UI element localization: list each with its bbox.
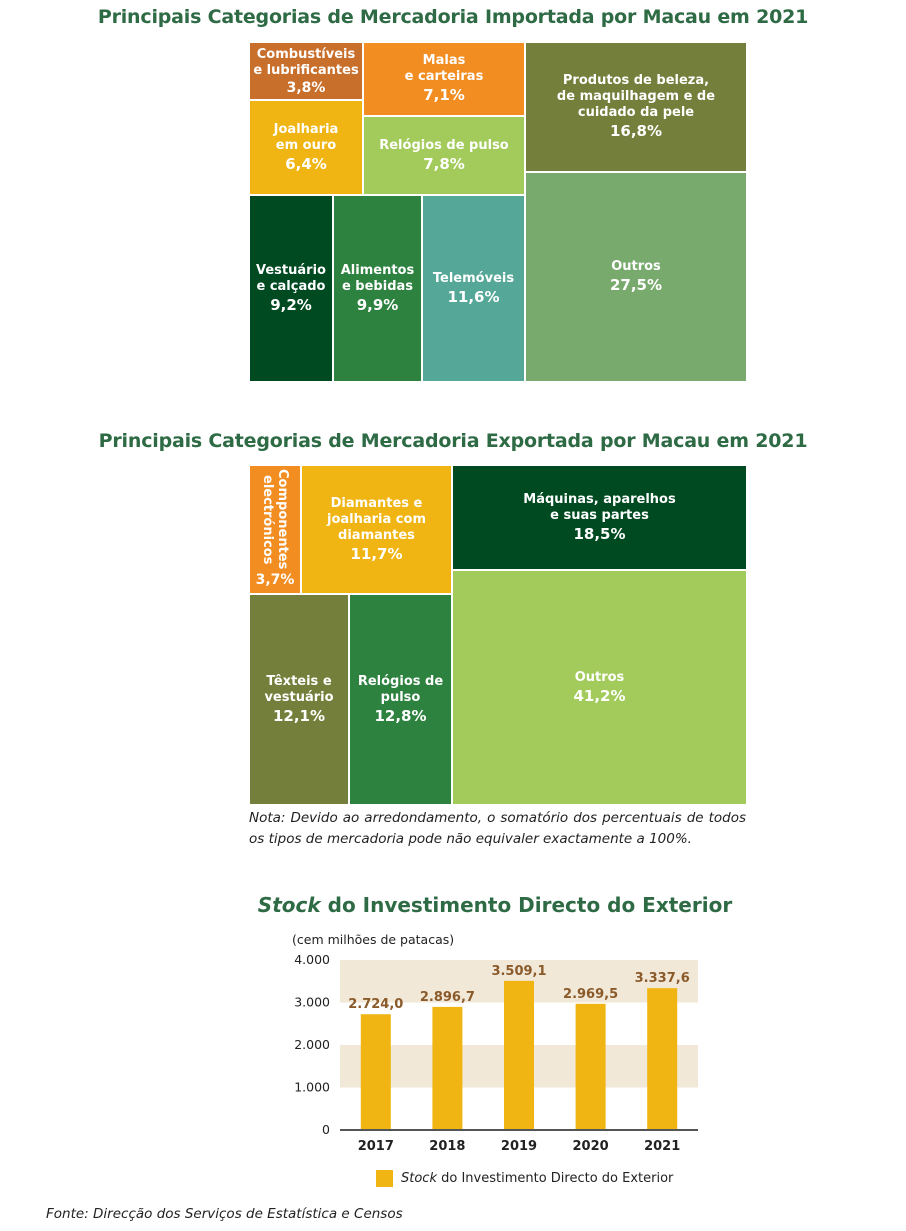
legend-label: Stock do Investimento Directo do Exterio… xyxy=(401,1171,674,1186)
data-label: 2.724,0 xyxy=(348,997,403,1012)
bar xyxy=(432,1006,463,1130)
x-tick-label: 2020 xyxy=(573,1139,609,1154)
data-label: 3.509,1 xyxy=(491,964,546,979)
source-note: Fonte: Direcção dos Serviços de Estatíst… xyxy=(46,1206,403,1222)
y-tick-label: 4.000 xyxy=(294,952,330,967)
tile-outros-exportacao: Outros 41,2% xyxy=(452,570,747,805)
bar xyxy=(360,1014,391,1130)
tile-produtos-beleza: Produtos de beleza, de maquilhagem e de … xyxy=(525,42,747,172)
fdi-chart-title: Stock do Investimento Directo do Exterio… xyxy=(0,893,906,917)
bar xyxy=(575,1003,606,1130)
y-tick-label: 3.000 xyxy=(294,995,330,1010)
rounding-note: Nota: Devido ao arredondamento, o somató… xyxy=(249,810,746,847)
fdi-title-italic: Stock xyxy=(257,893,321,917)
bar xyxy=(647,988,678,1130)
data-label: 2.969,5 xyxy=(563,987,618,1002)
tile-maquinas: Máquinas, aparelhos e suas partes 18,5% xyxy=(452,465,747,570)
grid-band-1 xyxy=(340,1045,698,1088)
tile-relogios-pulso: Relógios de pulso 7,8% xyxy=(363,116,525,195)
y-tick-label: 2.000 xyxy=(294,1037,330,1052)
tile-diamantes: Diamantes e joalharia com diamantes 11,7% xyxy=(301,465,452,594)
y-tick-label: 0 xyxy=(322,1122,330,1137)
data-label: 2.896,7 xyxy=(420,990,475,1005)
tile-relogios-pulso-exportacao: Relógios de pulso 12,8% xyxy=(349,594,452,805)
x-tick-label: 2018 xyxy=(429,1139,465,1154)
tile-texteis-vestuario: Têxteis e vestuário 12,1% xyxy=(249,594,349,805)
tile-combustiveis: Combustíveis e lubrificantes 3,8% xyxy=(249,42,363,100)
imports-title: Principais Categorias de Mercadoria Impo… xyxy=(97,6,809,28)
tile-joalharia-ouro: Joalharia em ouro 6,4% xyxy=(249,100,363,195)
y-tick-label: 1.000 xyxy=(294,1080,330,1095)
data-label: 3.337,6 xyxy=(635,971,690,986)
x-tick-label: 2017 xyxy=(358,1139,394,1154)
tile-telemoveis: Telemóveis 11,6% xyxy=(422,195,525,382)
exports-title: Principais Categorias de Mercadoria Expo… xyxy=(98,430,808,452)
fdi-unit-label: (cem milhões de patacas) xyxy=(292,932,455,947)
bar xyxy=(504,980,534,1130)
tile-componentes-electronicos: Componentes electrónicos 3,7% xyxy=(249,465,301,594)
fdi-title-rest: do Investimento Directo do Exterior xyxy=(320,893,733,917)
fdi-legend: Stock do Investimento Directo do Exterio… xyxy=(376,1170,673,1187)
tile-malas: Malas e carteiras 7,1% xyxy=(363,42,525,116)
tile-outros-importacao: Outros 27,5% xyxy=(525,172,747,382)
tile-alimentos-bebidas: Alimentos e bebidas 9,9% xyxy=(333,195,422,382)
tile-vestuario-calcado: Vestuário e calçado 9,2% xyxy=(249,195,333,382)
legend-swatch xyxy=(376,1170,393,1187)
x-tick-label: 2019 xyxy=(501,1139,537,1154)
grid-band-0 xyxy=(340,960,698,1003)
x-tick-label: 2021 xyxy=(644,1139,680,1154)
